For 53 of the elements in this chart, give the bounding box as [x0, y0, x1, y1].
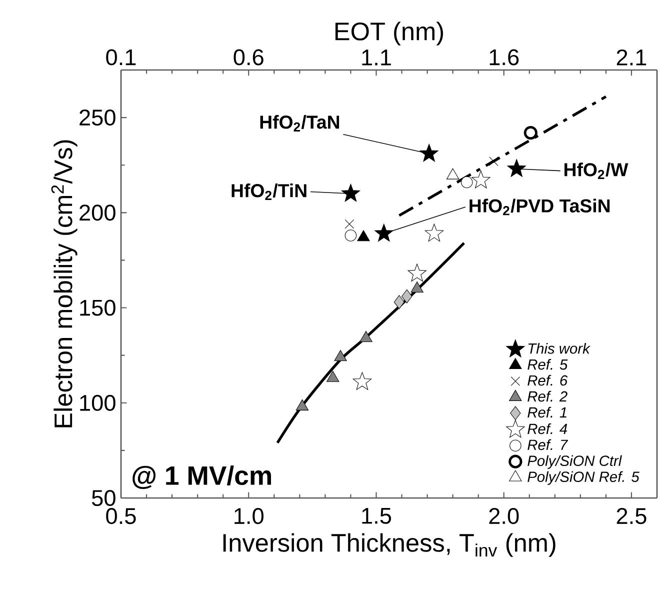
- point: [489, 156, 498, 166]
- point: [341, 184, 360, 202]
- annotation: @ 1 MV/cm: [132, 465, 271, 490]
- x2-axis-title: EOT (nm): [335, 22, 443, 46]
- x2-tick-label: 1.1: [362, 50, 391, 66]
- x2-tick-label: 1.6: [490, 49, 519, 66]
- point: [402, 289, 412, 304]
- legend-label: Ref. 2: [528, 390, 568, 402]
- x-tick-label: 1.5: [362, 508, 392, 524]
- legend-label: Ref. 5: [528, 358, 568, 370]
- point: [446, 168, 460, 180]
- y-tick-label: 100: [80, 394, 116, 411]
- x2-tick-label: 2.1: [616, 49, 646, 66]
- point: [394, 295, 405, 310]
- point: [334, 350, 347, 362]
- point: [424, 224, 444, 242]
- x-tick-label: 2.0: [489, 508, 519, 524]
- point: [296, 399, 309, 410]
- x2-tick-label: 0.6: [234, 49, 264, 66]
- point: [360, 330, 372, 342]
- legend-label: Ref. 4: [528, 423, 568, 434]
- legend-label: Ref. 6: [528, 374, 568, 386]
- y-axis-title: Electron mobility (cm$^{2}$/Vs): [51, 140, 78, 428]
- legend-label: Poly/SiON Ctrl: [528, 455, 622, 469]
- legend-label: This work: [528, 342, 590, 354]
- y-tick-label: 250: [80, 110, 116, 126]
- legend-label: Ref. 1: [528, 406, 566, 418]
- point: [507, 159, 526, 177]
- point: [374, 224, 394, 242]
- legend-label: Poly/SiON Ref. 5: [528, 471, 640, 485]
- point: [408, 264, 426, 282]
- point: [357, 230, 370, 242]
- x2-tick-label: 0.1: [106, 49, 136, 66]
- annotation: HfO$_{2}$/W: [564, 162, 628, 180]
- x-tick-label: 2.5: [616, 508, 646, 524]
- point: [524, 126, 538, 140]
- annotation: HfO$_{2}$/TiN: [232, 184, 306, 200]
- y-tick-label: 50: [92, 490, 116, 506]
- point: [472, 170, 490, 188]
- y-tick-label: 200: [80, 204, 116, 221]
- line-series: [276, 242, 466, 444]
- point: [344, 219, 354, 229]
- legend-label: Ref. 7: [528, 439, 568, 450]
- annotation: HfO$_{2}$/PVD TaSiN: [470, 198, 610, 216]
- point: [326, 370, 340, 382]
- x-axis-title: Inversion Thickness, T$_{inv}$ (nm): [223, 533, 556, 557]
- point: [420, 144, 438, 162]
- point: [410, 281, 424, 293]
- x-tick-label: 1.0: [234, 508, 264, 524]
- point: [352, 372, 372, 390]
- y-tick-label: 150: [80, 300, 116, 316]
- x-tick-label: 0.5: [106, 508, 136, 524]
- annotation: HfO$_{2}$/TaN: [260, 115, 340, 132]
